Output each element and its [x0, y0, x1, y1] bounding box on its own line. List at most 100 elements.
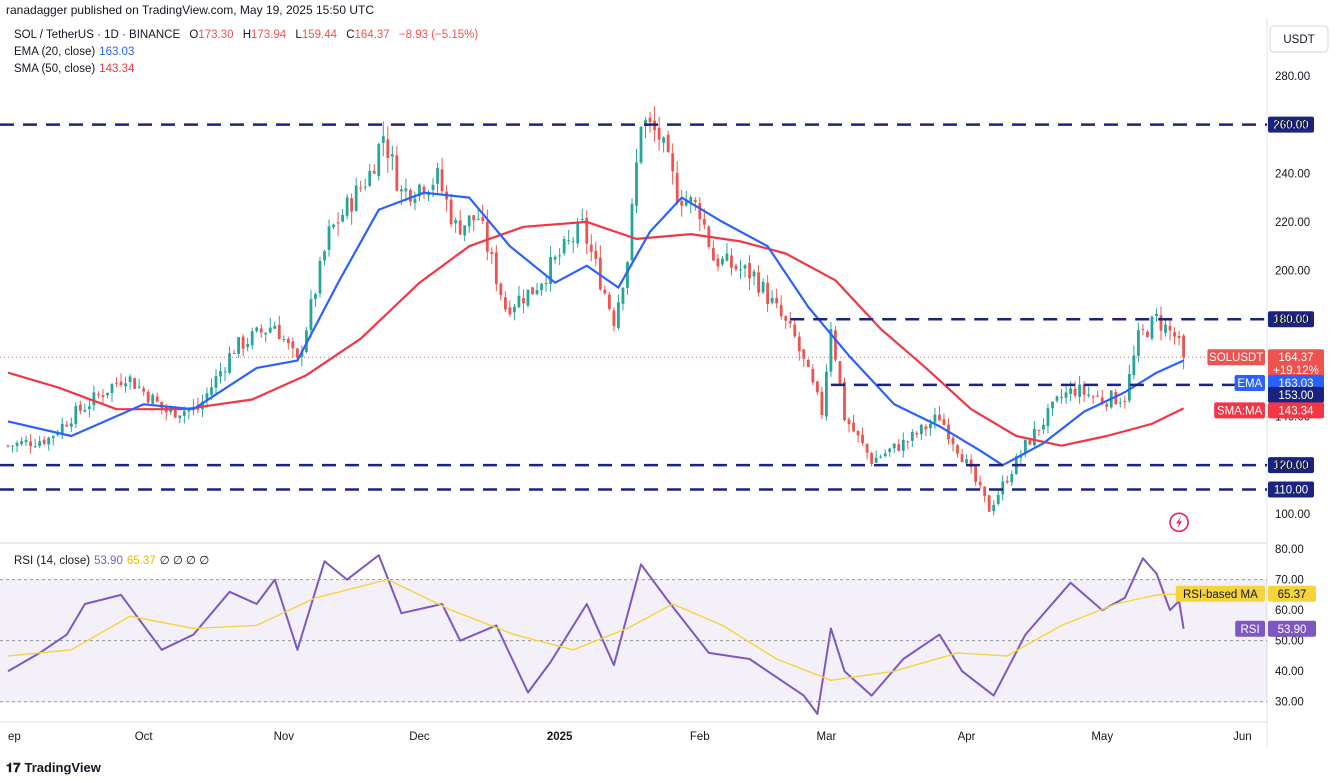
rsi-tick-label: 40.00 — [1275, 666, 1304, 678]
candle-body — [273, 325, 277, 329]
candle-body — [598, 257, 602, 290]
candle-body — [413, 198, 417, 203]
candle-body — [92, 392, 96, 406]
candle-body — [730, 255, 733, 268]
marker-name-label: EMA — [1237, 378, 1262, 390]
candle-body — [128, 376, 132, 382]
candle-body — [879, 456, 883, 458]
symbol-title: SOL / TetherUS · 1D · BINANCE — [14, 29, 181, 41]
candle-body — [481, 217, 485, 222]
time-tick-label: ep — [8, 731, 21, 743]
rsi-line — [7, 554, 1185, 715]
candle-body — [386, 139, 390, 159]
low-label: L — [295, 29, 302, 41]
candle-body — [268, 327, 272, 333]
time-tick-label: May — [1091, 731, 1113, 743]
candle-body — [390, 154, 394, 157]
candle-body — [698, 203, 702, 220]
candle-body — [1028, 439, 1032, 445]
ema-legend[interactable]: EMA (20, close) 163.03 — [14, 46, 134, 58]
candle-body — [788, 321, 792, 324]
sma50-line — [7, 220, 1185, 447]
rsi-extra: ∅ ∅ ∅ ∅ — [159, 555, 210, 567]
candle-body — [341, 215, 344, 222]
candle-body — [938, 414, 941, 421]
time-tick-label: Oct — [135, 731, 154, 743]
candle-body — [644, 120, 647, 126]
rsi-ma-value: 65.37 — [126, 555, 156, 567]
candle-body — [15, 442, 19, 446]
candle-body — [1005, 480, 1009, 483]
candle-body — [811, 368, 815, 383]
candle-body — [1087, 394, 1091, 396]
candle-body — [97, 394, 100, 396]
candle-body — [675, 172, 679, 203]
candle-body — [314, 294, 317, 299]
candle-body — [739, 269, 742, 271]
rsi-marker-name-tag — [1175, 585, 1265, 602]
candle-body — [214, 376, 218, 388]
candle-body — [201, 401, 204, 410]
candle-body — [847, 419, 851, 425]
tradingview-logo[interactable]: 𝟏𝟕 TradingView — [6, 760, 101, 776]
candle-body — [133, 378, 137, 389]
rsi-ma-line — [7, 578, 1184, 681]
candle-body — [295, 348, 299, 358]
candle-body — [607, 294, 611, 309]
level-tag — [1268, 457, 1314, 474]
candle-body — [974, 466, 978, 482]
rsi-marker-value-label: 65.37 — [1278, 589, 1307, 601]
change-value: −8.93 (−5.15%) — [398, 29, 479, 41]
candle-body — [101, 395, 105, 398]
price-tick-label: 260.00 — [1275, 120, 1310, 132]
candle-body — [1051, 401, 1054, 409]
candle-body — [929, 423, 932, 429]
candle-body — [490, 252, 494, 254]
close-value: 164.37 — [354, 29, 390, 41]
candle-body — [160, 401, 164, 408]
candle-body — [635, 162, 638, 206]
candle-body — [793, 324, 797, 337]
candle-body — [517, 295, 521, 308]
candle-body — [205, 393, 209, 400]
sma-legend[interactable]: SMA (50, close) 143.34 — [14, 63, 134, 75]
candle-body — [115, 382, 118, 384]
candle-body — [472, 215, 476, 221]
candle-body — [332, 224, 335, 228]
currency-box — [1269, 25, 1329, 53]
candles — [6, 106, 1186, 516]
candle-body — [748, 263, 751, 279]
candle-body — [309, 299, 313, 330]
candle-body — [978, 481, 982, 486]
candle-body — [906, 441, 910, 443]
price-tick-label: 180.00 — [1275, 314, 1310, 326]
rsi-value: 53.90 — [94, 555, 123, 567]
candle-body — [1096, 395, 1100, 397]
candle-body — [74, 406, 78, 425]
rsi-tick-label: 60.00 — [1275, 605, 1304, 617]
candle-body — [639, 126, 643, 163]
candle-body — [1118, 402, 1122, 404]
candle-body — [522, 298, 525, 304]
candle-body — [1132, 355, 1136, 376]
marker-name-tag — [1234, 374, 1265, 391]
candle-body — [237, 337, 241, 354]
candle-body — [422, 186, 426, 195]
candle-body — [318, 260, 322, 294]
candle-body — [743, 265, 747, 269]
marker-value-label: 164.37 — [1278, 352, 1313, 364]
rsi-label: RSI (14, close) — [14, 555, 91, 567]
level-tag-label: 110.00 — [1274, 484, 1308, 496]
candle-body — [1100, 397, 1104, 404]
candle-body — [210, 387, 213, 395]
level-tag-label: 120.00 — [1273, 460, 1308, 472]
marker-value-label: +19.12% — [1273, 365, 1319, 377]
lightning-bolt-shape — [1176, 516, 1183, 529]
level-tag — [1268, 481, 1314, 498]
rsi-marker-name-label: RSI — [1241, 624, 1260, 636]
candle-body — [721, 258, 724, 265]
rsi-legend[interactable]: RSI (14, close) 53.90 65.37 ∅ ∅ ∅ ∅ — [14, 553, 209, 567]
candle-body — [531, 287, 534, 295]
rsi-marker-value-tag — [1268, 585, 1316, 602]
